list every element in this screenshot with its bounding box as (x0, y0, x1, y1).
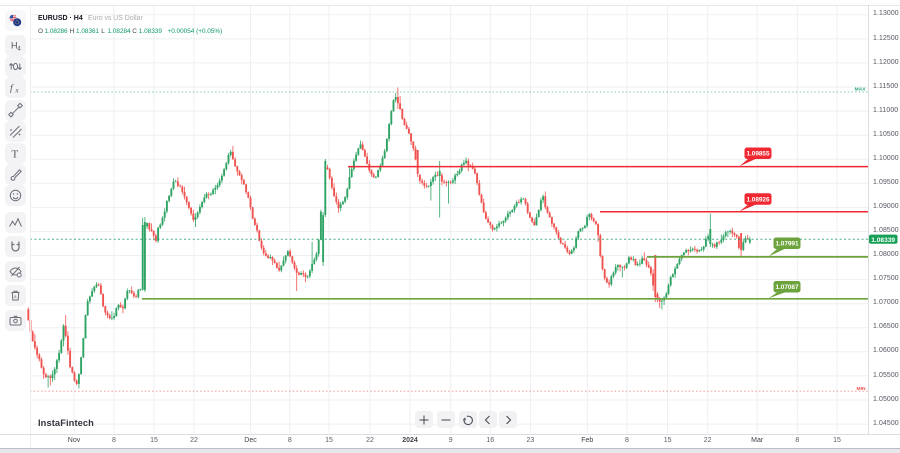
svg-text:H: H (11, 40, 18, 50)
svg-text:1.09855: 1.09855 (746, 151, 770, 158)
svg-text:f: f (10, 83, 14, 94)
svg-text:1.08926: 1.08926 (746, 196, 770, 203)
svg-text:MIN: MIN (857, 386, 866, 392)
svg-text:a: a (14, 294, 17, 299)
svg-text:4: 4 (17, 45, 21, 52)
svg-text:MAX: MAX (855, 87, 867, 93)
svg-text:1.08339: 1.08339 (871, 237, 895, 244)
svg-text:1.07087: 1.07087 (775, 284, 799, 291)
svg-text:T: T (11, 148, 18, 160)
svg-text:1.07991: 1.07991 (775, 241, 799, 248)
svg-text:x: x (14, 87, 19, 95)
